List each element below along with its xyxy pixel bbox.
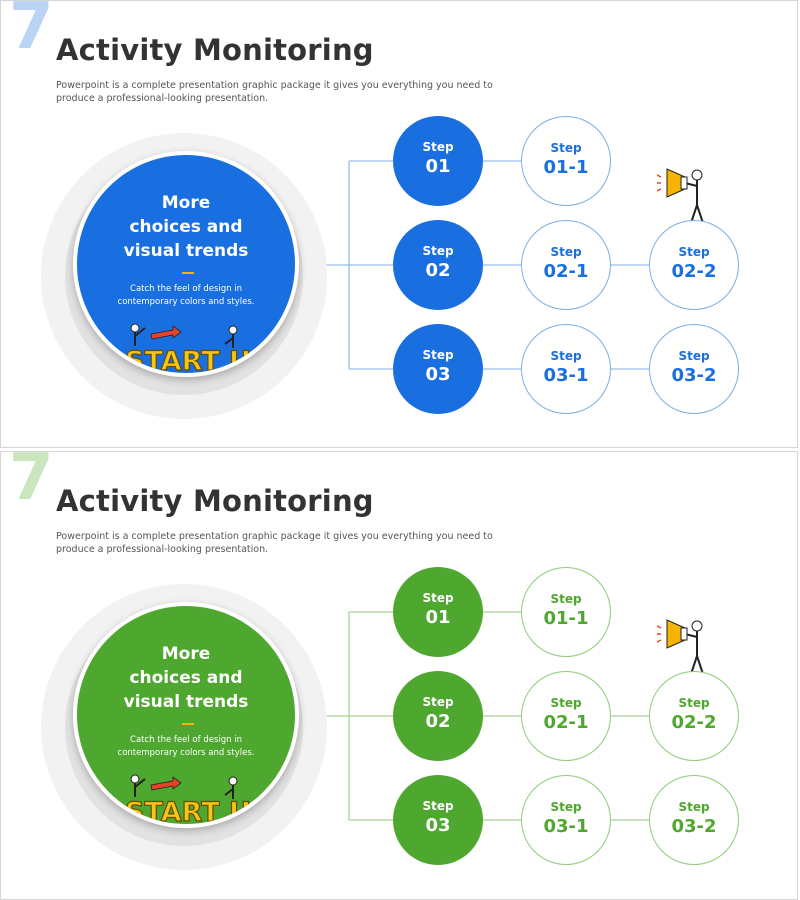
step-01: Step 01 [393, 567, 483, 657]
slide-number: 7 [9, 451, 54, 515]
slide-blue: 7 Activity Monitoring Powerpoint is a co… [0, 0, 798, 448]
step-03-2: Step 03-2 [649, 324, 739, 414]
main-circle-title: More choices and visual trends [123, 644, 249, 712]
slide-title: Activity Monitoring [56, 484, 374, 518]
main-circle-subtitle: Catch the feel of design in contemporary… [117, 735, 255, 758]
step-03-1: Step 03-1 [521, 324, 611, 414]
connector-lines [299, 160, 649, 370]
step-03-2: Step 03-2 [649, 775, 739, 865]
step-02: Step 02 [393, 671, 483, 761]
step-02-2: Step 02-2 [649, 220, 739, 310]
startup-text: START UP [125, 797, 251, 828]
step-02-1: Step 02-1 [521, 671, 611, 761]
step-01: Step 01 [393, 116, 483, 206]
slide-title: Activity Monitoring [56, 33, 374, 67]
main-circle: More choices and visual trends Catch the… [73, 151, 299, 377]
startup-text: START UP [125, 346, 251, 377]
step-02: Step 02 [393, 220, 483, 310]
startup-illustration: START UP [124, 774, 251, 828]
main-circle-subtitle: Catch the feel of design in contemporary… [117, 284, 255, 307]
accent-dash [182, 272, 194, 274]
slide-description: Powerpoint is a complete presentation gr… [56, 531, 493, 555]
step-02-2: Step 02-2 [649, 671, 739, 761]
step-03: Step 03 [393, 324, 483, 414]
slide-number: 7 [9, 0, 54, 64]
slide-green: 7 Activity Monitoring Powerpoint is a co… [0, 451, 798, 900]
accent-dash [182, 723, 194, 725]
main-circle: More choices and visual trends Catch the… [73, 602, 299, 828]
step-01-1: Step 01-1 [521, 567, 611, 657]
slide-description: Powerpoint is a complete presentation gr… [56, 80, 493, 104]
main-circle-title: More choices and visual trends [123, 193, 249, 261]
step-03-1: Step 03-1 [521, 775, 611, 865]
step-02-1: Step 02-1 [521, 220, 611, 310]
megaphone-person-illustration [657, 168, 704, 224]
step-01-1: Step 01-1 [521, 116, 611, 206]
megaphone-person-illustration [657, 619, 704, 675]
step-03: Step 03 [393, 775, 483, 865]
startup-illustration: START UP [124, 323, 251, 377]
